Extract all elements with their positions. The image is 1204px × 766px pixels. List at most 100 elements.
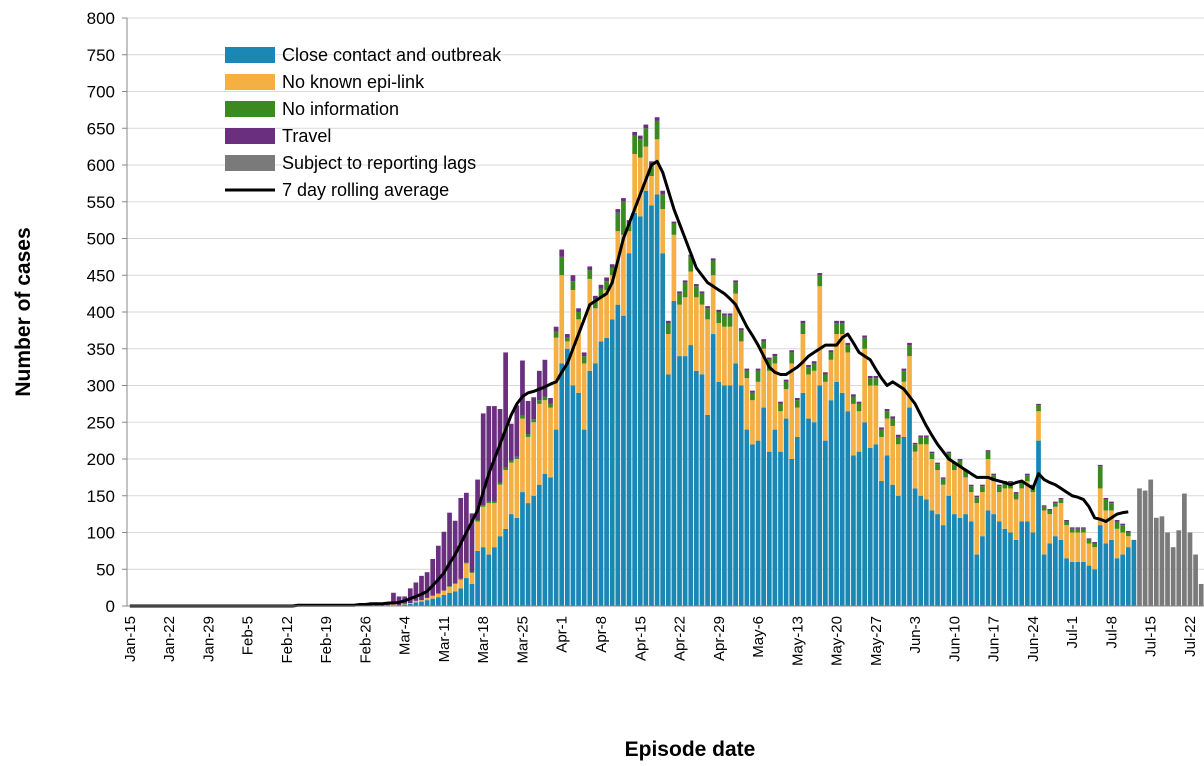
bar-segment	[486, 501, 492, 504]
bar-segment	[469, 513, 475, 573]
bar-segment	[1142, 490, 1148, 606]
bar-segment	[907, 407, 912, 606]
bar-segment	[570, 385, 576, 606]
bar-segment	[660, 209, 666, 254]
bar-segment	[879, 481, 884, 606]
bar-segment	[1148, 479, 1154, 606]
bar-segment	[604, 337, 609, 606]
bar-segment	[391, 604, 396, 606]
bar-segment	[789, 459, 795, 606]
bar-segment	[884, 418, 890, 456]
bar-segment	[817, 286, 823, 386]
bar-segment	[935, 464, 940, 471]
bar-segment	[699, 291, 705, 294]
bar-segment	[542, 400, 548, 474]
bar-segment	[811, 422, 817, 606]
bar-segment	[800, 320, 806, 324]
x-tick-label: May-27	[868, 616, 885, 666]
bar-segment	[755, 381, 761, 441]
bar-segment	[952, 464, 957, 471]
bar-segment	[1092, 569, 1097, 606]
bar-segment	[806, 418, 811, 606]
bar-segment	[1097, 488, 1103, 526]
bar-segment	[991, 473, 997, 476]
bar-segment	[1036, 403, 1041, 406]
bar-segment	[587, 266, 593, 271]
bar-segment	[452, 583, 458, 584]
bar-segment	[1109, 539, 1114, 606]
bar-segment	[884, 411, 890, 419]
legend-label: Close contact and outbreak	[282, 45, 502, 65]
bar-segment	[890, 425, 896, 485]
bar-segment	[834, 320, 839, 324]
bar-segment	[733, 280, 738, 283]
bar-segment	[716, 323, 722, 382]
bar-segment	[1120, 525, 1126, 533]
bar-segment	[873, 385, 879, 445]
bar-segment	[604, 277, 609, 282]
bar-segment	[604, 289, 609, 338]
bar-segment	[794, 407, 800, 437]
bar-segment	[609, 264, 615, 268]
bar-segment	[626, 253, 632, 606]
bar-segment	[1064, 521, 1069, 526]
bar-segment	[800, 392, 806, 606]
bar-segment	[996, 486, 1002, 493]
bar-segment	[957, 460, 963, 467]
bar-segment	[1036, 440, 1041, 606]
bar-segment	[1114, 528, 1120, 559]
bar-segment	[1024, 481, 1030, 522]
bar-segment	[643, 128, 649, 147]
bar-segment	[693, 297, 699, 371]
bar-segment	[996, 521, 1002, 606]
bar-segment	[957, 466, 963, 518]
bar-segment	[1008, 532, 1013, 606]
bar-segment	[503, 470, 508, 529]
legend-label: No known epi-link	[282, 72, 425, 92]
bar-segment	[1131, 539, 1137, 606]
bar-segment	[766, 370, 772, 452]
bar-segment	[475, 520, 480, 522]
bar-segment	[1153, 517, 1159, 606]
bar-segment	[1008, 481, 1013, 483]
bar-segment	[705, 306, 710, 309]
bar-segment	[834, 323, 839, 335]
bar-segment	[576, 392, 581, 606]
bar-segment	[486, 554, 492, 606]
bar-segment	[576, 312, 581, 320]
bar-segment	[464, 563, 469, 579]
bar-segment	[1052, 501, 1058, 504]
bar-segment	[1103, 510, 1109, 544]
bar-segment	[974, 503, 980, 555]
bar-segment	[424, 572, 430, 598]
bar-segment	[424, 597, 430, 601]
bar-segment	[413, 600, 419, 603]
bar-segment	[604, 281, 609, 290]
bar-segment	[1013, 499, 1019, 540]
bar-segment	[654, 120, 660, 140]
bar-segment	[402, 604, 408, 606]
bar-segment	[637, 139, 643, 158]
bar-segment	[867, 375, 873, 379]
bar-segment	[733, 282, 738, 294]
bar-segment	[525, 434, 531, 437]
bar-segment	[430, 595, 436, 599]
bar-segment	[957, 459, 963, 461]
bar-segment	[464, 578, 469, 606]
x-tick-label: Apr-1	[554, 616, 571, 653]
y-tick-label: 50	[96, 560, 115, 579]
bar-segment	[772, 429, 778, 606]
bar-segment	[1069, 561, 1075, 606]
bar-segment	[564, 334, 570, 338]
bar-segment	[716, 381, 722, 606]
bars	[323, 117, 1204, 607]
bar-segment	[536, 484, 542, 606]
bar-segment	[497, 536, 503, 606]
bar-segment	[469, 572, 475, 573]
bar-segment	[525, 503, 531, 606]
bar-segment	[1024, 475, 1030, 482]
bar-segment	[632, 153, 638, 213]
bar-segment	[890, 418, 896, 426]
bar-segment	[598, 288, 604, 298]
